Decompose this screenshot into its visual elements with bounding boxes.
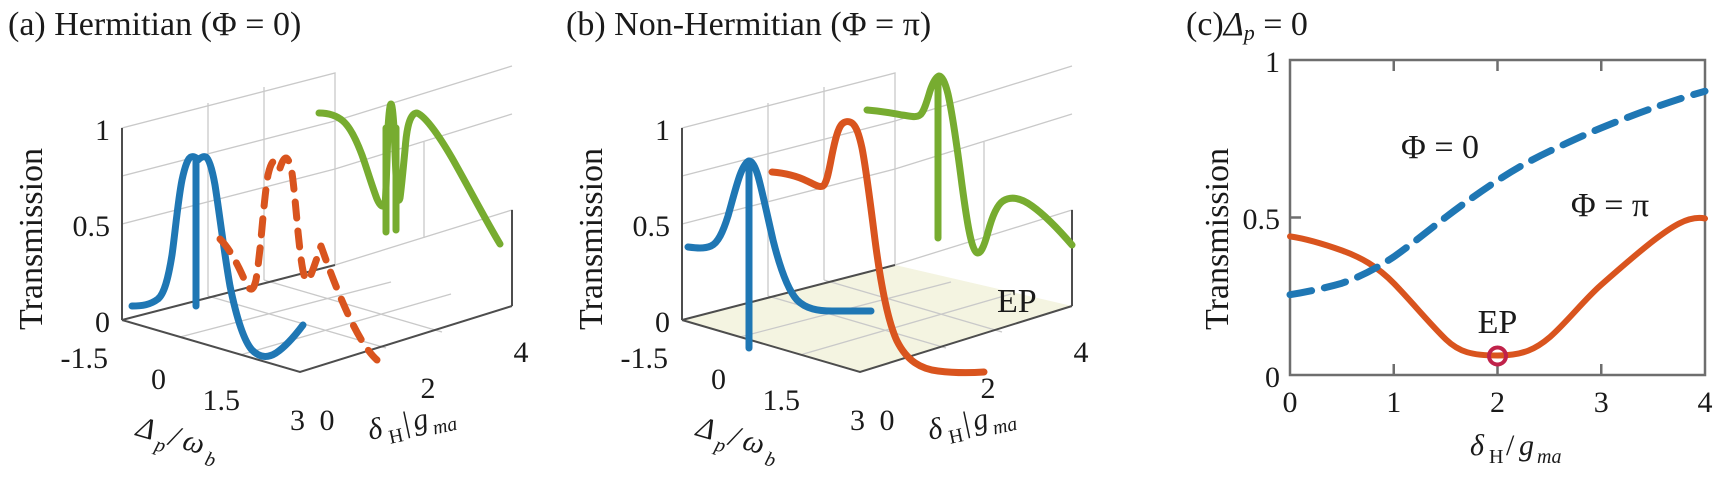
panel-c-xaxis-label: δ H / g ma <box>1470 429 1561 468</box>
panel-a-zaxis-label: Transmission <box>13 148 50 330</box>
panel-c-legend-phi-0: Φ = 0 <box>1401 129 1479 166</box>
panel-c-xtick-1: 1 <box>1386 386 1401 419</box>
panel-c-curve-phi-pi <box>1287 214 1708 359</box>
panel-a-ytick-0: 0 <box>320 404 335 437</box>
panel-c-ep-label: EP <box>1478 304 1518 341</box>
panel-c-ytick-2: 1 <box>1265 46 1280 79</box>
panel-c-title-delta-sub: p <box>1243 20 1255 45</box>
panel-b-xtick-3: 3 <box>850 404 865 437</box>
panel-c-xlabel-slash: / <box>1506 429 1515 462</box>
panel-b-ztick-1: 0.5 <box>633 210 671 243</box>
panel-b-yaxis-label: δ H | g ma <box>925 402 1020 449</box>
panel-b-xlabel-delta-sub: p <box>710 433 728 457</box>
panel-b-xlabel-delta: Δ <box>692 410 719 447</box>
panel-a-title: (a) Hermitian (Φ = 0) <box>8 6 301 44</box>
panel-b-zaxis-label: Transmission <box>573 148 610 330</box>
panel-a-ylabel-delta-sub: H <box>387 424 406 449</box>
panel-c-legend-phi-pi: Φ = π <box>1571 187 1649 224</box>
panel-b-xaxis-label: Δ p / ω b <box>692 410 778 472</box>
panel-c-yaxis-label: Transmission <box>1199 148 1236 330</box>
panel-a-ytick-1: 2 <box>421 372 436 405</box>
panel-b: (b) Non-Hermitian (Φ = π) <box>560 0 1180 477</box>
panel-a-ztick-1: 0.5 <box>73 210 111 243</box>
panel-b-zlabel: Transmission <box>573 148 610 330</box>
panel-b-xtick-1: 0 <box>711 363 726 396</box>
panel-a-series-blue <box>128 153 307 360</box>
panel-a-ytick-2: 4 <box>514 336 529 369</box>
panel-a-tag: (a) <box>8 6 46 43</box>
panel-a-ylabel-g-sub: ma <box>431 413 459 440</box>
panel-a-ylabel-g: g <box>410 402 432 437</box>
panel-a-xaxis-label: Δ p / ω b <box>132 410 218 472</box>
panel-b-series-orange <box>768 118 988 377</box>
panel-a-xtick-3: 3 <box>290 404 305 437</box>
panel-a-series-green <box>315 100 504 248</box>
panel-c-ylabel: Transmission <box>1199 148 1236 330</box>
panel-b-plot: 0 0.5 1 -1.5 0 1.5 3 0 2 4 EP Δ p / ω b … <box>573 65 1089 472</box>
panel-a-title-text: Hermitian (Φ = 0) <box>54 6 302 43</box>
panel-b-ztick-0: 0 <box>655 306 670 339</box>
panel-a-ztick-0: 0 <box>95 306 110 339</box>
panel-b-xtick-2: 1.5 <box>763 384 801 417</box>
panel-c-ytick-0: 0 <box>1265 361 1280 394</box>
panel-c-ep-marker <box>1487 345 1508 367</box>
panel-a-xlabel-delta: Δ <box>132 410 159 447</box>
panel-a-series-orange <box>216 154 381 364</box>
panel-c-tag: (c) <box>1186 6 1224 43</box>
panel-a-xtick-1: 0 <box>151 363 166 396</box>
panel-a-xlabel-omega-sub: b <box>202 448 218 472</box>
panel-b-ep-label: EP <box>997 283 1037 320</box>
panel-a-xtick-0: -1.5 <box>61 342 109 375</box>
panel-b-floor <box>682 265 1072 372</box>
panel-a-ylabel-delta: δ <box>365 411 387 446</box>
panel-a-zlabel: Transmission <box>13 148 50 330</box>
panel-a-xtick-2: 1.5 <box>203 384 241 417</box>
panel-b-ylabel-delta: δ <box>925 411 947 446</box>
panel-b-ytick-2: 4 <box>1074 336 1089 369</box>
panel-b-ytick-1: 2 <box>981 372 996 405</box>
panel-c-xtick-4: 4 <box>1698 386 1713 419</box>
panel-c-xlabel-g: g <box>1519 429 1534 462</box>
panel-b-ytick-0: 0 <box>880 404 895 437</box>
panel-a-xlabel-delta-sub: p <box>150 433 168 457</box>
panel-a-floor <box>122 265 512 372</box>
panel-b-ylabel-delta-sub: H <box>947 424 966 449</box>
panel-b-xlabel-omega: ω <box>739 424 768 462</box>
panel-c-title-eq: = 0 <box>1254 6 1308 43</box>
panel-c-title: (c)Δp = 0 <box>1186 6 1308 46</box>
panel-b-title-text: Non-Hermitian (Φ = π) <box>614 6 932 43</box>
panel-c-xlabel-delta: δ <box>1470 429 1485 462</box>
panel-c-xtick-0: 0 <box>1283 386 1298 419</box>
panel-a-ztick-2: 1 <box>95 114 110 147</box>
panel-b-ztick-2: 1 <box>655 114 670 147</box>
panel-b-series-green <box>863 72 1076 257</box>
panel-a: (a) Hermitian (Φ = 0) <box>0 0 560 477</box>
panel-b-tag: (b) <box>566 6 606 43</box>
panel-b-ylabel-g-sub: ma <box>991 413 1019 440</box>
panel-a-yaxis-label: δ H | g ma <box>365 402 460 449</box>
panel-c-xtick-3: 3 <box>1594 386 1609 419</box>
panel-c-curve-phi-0 <box>1286 87 1709 299</box>
panel-c-title-delta: Δ <box>1223 6 1244 43</box>
panel-a-xlabel-omega: ω <box>179 424 208 462</box>
panel-c-xlabel-delta-sub: H <box>1489 446 1503 468</box>
panel-b-xlabel-omega-sub: b <box>762 448 778 472</box>
panel-c-ytick-1: 0.5 <box>1243 203 1281 236</box>
panel-b-xtick-0: -1.5 <box>621 342 669 375</box>
panel-c: (c)Δp = 0 Φ = 0 Φ = π <box>1180 0 1725 477</box>
panel-b-title: (b) Non-Hermitian (Φ = π) <box>566 6 931 44</box>
panel-b-series-blue <box>684 157 875 352</box>
panel-c-xlabel-g-sub: ma <box>1537 446 1561 468</box>
panel-c-plot: Φ = 0 Φ = π EP 1 0.5 0 0 1 2 3 4 δ H / g… <box>1199 46 1713 468</box>
panel-b-ylabel-g: g <box>970 402 992 437</box>
panel-a-plot: 0 0.5 1 -1.5 0 1.5 3 0 2 4 Δ p / ω b δ H <box>13 65 529 472</box>
panel-c-xtick-2: 2 <box>1490 386 1505 419</box>
